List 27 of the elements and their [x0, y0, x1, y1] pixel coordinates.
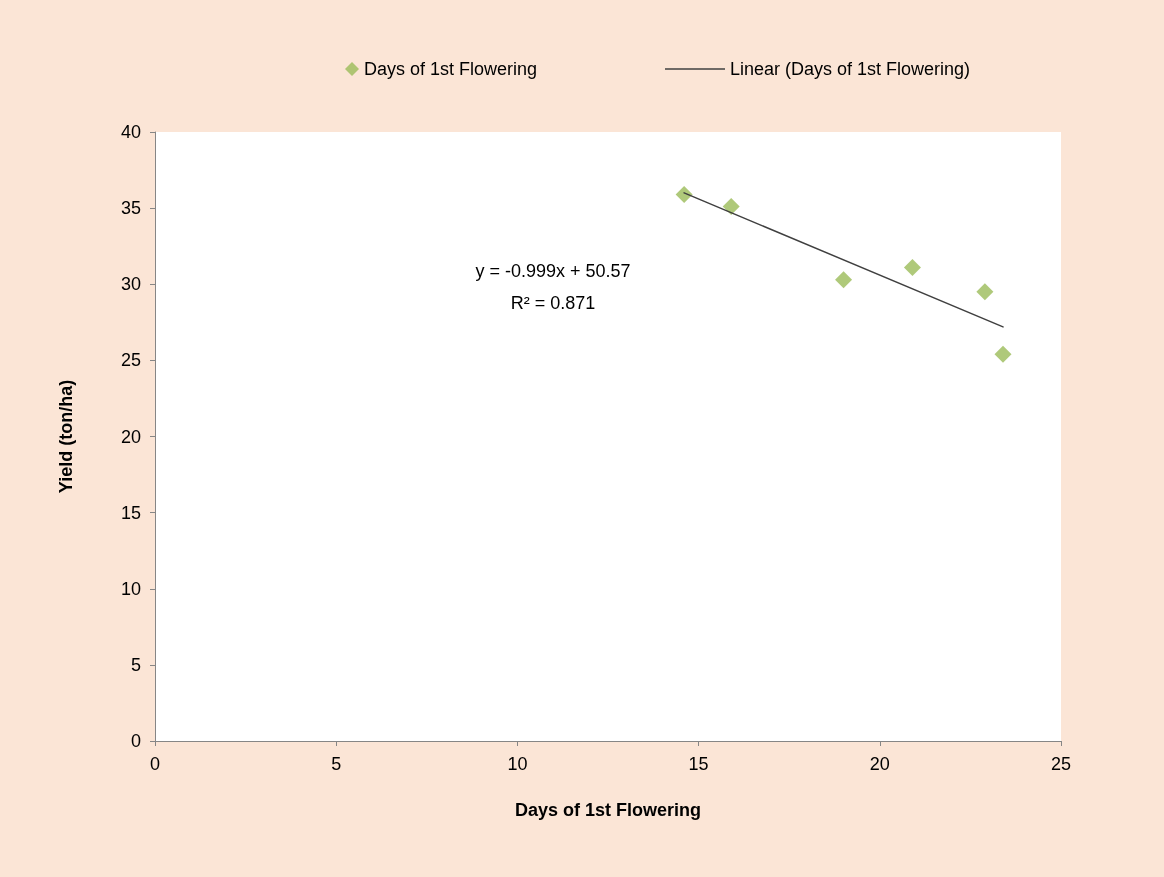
point [835, 271, 853, 289]
y-tick-label: 0 [130, 731, 141, 751]
point [903, 259, 921, 276]
y-tick-label: 20 [120, 426, 141, 447]
legend-label: Days of 1st Flowering [364, 59, 538, 79]
x-axis-title: Days of 1st Flowering [514, 800, 702, 820]
x-tick-label: 25 [1050, 754, 1072, 774]
x-tick-label: 15 [688, 754, 709, 774]
y-tick-label: 5 [130, 654, 141, 675]
annotation: R² = 0.871 [510, 293, 596, 313]
x-tick-label: 0 [149, 754, 161, 774]
legend-label: Linear (Days of 1st Flowering) [730, 59, 971, 79]
x-tick-label: 20 [869, 754, 890, 774]
y-tick-label: 25 [120, 350, 141, 371]
point [994, 345, 1012, 363]
y-tick-label: 40 [120, 122, 141, 142]
y-tick-label: 10 [120, 578, 141, 599]
y-tick-label: 30 [120, 274, 141, 295]
x-tick-label: 10 [507, 754, 528, 774]
point [675, 185, 693, 203]
annotation: y = -0.999x + 50.57 [475, 261, 631, 281]
x-tick-label: 5 [331, 754, 342, 774]
point [976, 283, 994, 301]
y-tick-label: 15 [120, 502, 141, 523]
y-axis-title: Yield (ton/ha) [56, 379, 76, 494]
point [722, 198, 740, 216]
y-tick-label: 35 [120, 198, 141, 219]
